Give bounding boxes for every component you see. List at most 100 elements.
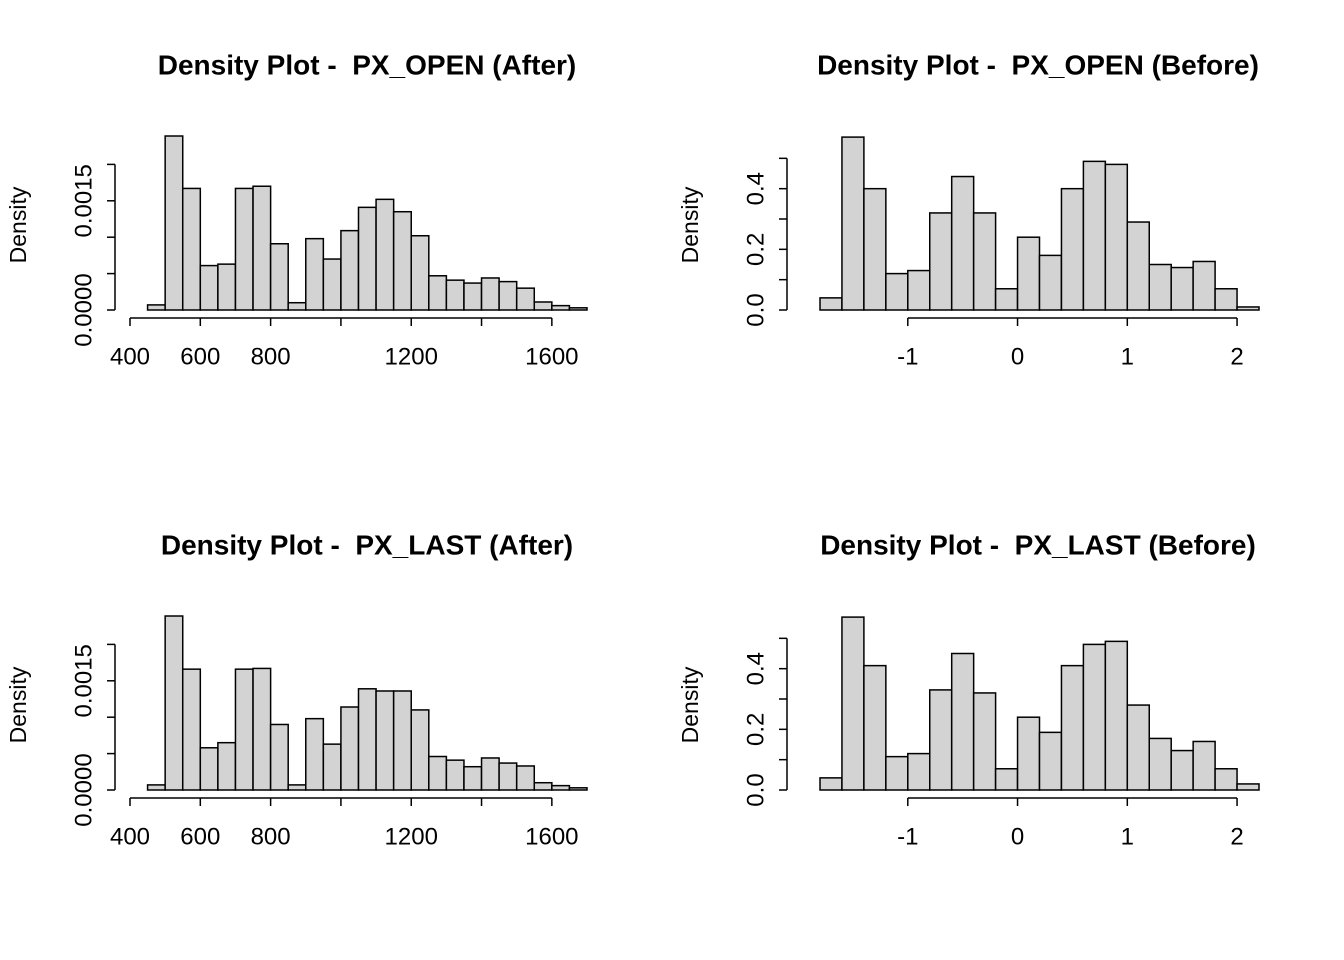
bar	[445, 759, 465, 791]
bar	[1082, 643, 1107, 791]
y-tick-label: 0.0015	[70, 644, 97, 717]
bar	[1016, 236, 1041, 311]
bar	[1170, 266, 1194, 311]
bar	[410, 234, 430, 311]
chart-title: Density Plot - PX_OPEN (After)	[158, 49, 577, 80]
y-axis-label: Density	[677, 666, 703, 743]
x-tick-label: 800	[251, 823, 291, 850]
bar	[841, 136, 865, 311]
bar	[1126, 221, 1151, 311]
bar	[819, 297, 843, 311]
bar	[305, 717, 325, 791]
bar	[234, 187, 254, 311]
bar	[1104, 163, 1129, 311]
bar	[1236, 783, 1260, 791]
bar	[217, 263, 237, 311]
chart-title: Density Plot - PX_LAST (Before)	[820, 529, 1256, 560]
bar	[950, 652, 975, 791]
bar	[287, 301, 307, 311]
bar	[533, 301, 553, 311]
bar	[146, 784, 166, 791]
bar	[994, 768, 1019, 791]
bar	[551, 784, 571, 791]
bar	[252, 667, 272, 791]
x-tick-label: 400	[110, 823, 150, 850]
x-tick-label: -1	[897, 823, 918, 850]
histogram-panel: Density Plot - PX_OPEN (Before) Density -1…	[677, 49, 1260, 370]
bar	[907, 269, 931, 311]
x-tick-label: 1200	[385, 343, 438, 370]
bar	[994, 288, 1019, 311]
bar	[287, 784, 307, 791]
bar	[234, 668, 254, 791]
y-tick-label: 0.0	[742, 293, 769, 326]
bar	[885, 272, 909, 311]
bar	[863, 187, 887, 311]
y-tick-label: 0.0000	[70, 753, 97, 826]
bar	[1236, 306, 1260, 311]
x-tick-label: 800	[251, 343, 291, 370]
x-tick-label: 400	[110, 343, 150, 370]
bar	[269, 723, 289, 791]
bar	[428, 275, 448, 311]
x-tick-label: 2	[1230, 823, 1243, 850]
bar	[1060, 664, 1085, 791]
bar	[480, 277, 500, 311]
bar	[375, 690, 395, 791]
bar	[841, 616, 865, 791]
x-tick-label: 1200	[385, 823, 438, 850]
bar	[252, 185, 272, 311]
bar	[568, 307, 588, 311]
bar	[1038, 254, 1063, 311]
bar	[181, 668, 202, 791]
bar	[428, 755, 448, 791]
y-tick-label: 0.2	[742, 713, 769, 746]
histogram-panel: Density Plot - PX_LAST (After) Density 400…	[5, 529, 588, 850]
bar	[357, 206, 377, 311]
bar	[1192, 740, 1216, 791]
bar	[819, 777, 843, 791]
bar	[199, 264, 219, 311]
x-tick-label: 1600	[525, 343, 578, 370]
x-tick-label: 1600	[525, 823, 578, 850]
y-tick-label: 0.4	[742, 172, 769, 205]
bar	[863, 664, 887, 791]
bar	[533, 781, 553, 791]
bar	[1104, 640, 1129, 791]
bar	[392, 690, 412, 791]
bar	[463, 282, 483, 311]
bar	[181, 187, 202, 311]
bar	[929, 212, 953, 311]
y-axis-label: Density	[677, 186, 703, 263]
bar	[568, 787, 588, 791]
y-tick-label: 0.0000	[70, 273, 97, 346]
bar	[515, 287, 536, 311]
bar	[199, 747, 219, 791]
y-tick-label: 0.4	[742, 652, 769, 685]
bar	[392, 210, 412, 311]
bar	[929, 689, 953, 791]
y-axis-label: Density	[5, 186, 31, 263]
bar	[340, 706, 360, 791]
bar	[445, 279, 465, 311]
bar	[1192, 260, 1216, 311]
bar	[498, 280, 518, 311]
chart-title: Density Plot - PX_LAST (After)	[161, 529, 573, 560]
bar	[164, 135, 184, 311]
bar	[1016, 716, 1041, 791]
x-tick-label: -1	[897, 343, 918, 370]
bar	[1170, 749, 1194, 791]
x-tick-label: 0	[1011, 823, 1024, 850]
bar	[357, 688, 377, 791]
bar	[972, 692, 997, 791]
bar	[322, 258, 342, 311]
bar	[322, 743, 342, 791]
bar	[885, 755, 909, 791]
y-tick-label: 0.2	[742, 233, 769, 266]
x-tick-label: 1	[1121, 823, 1134, 850]
x-tick-label: 600	[180, 823, 220, 850]
chart-title: Density Plot - PX_OPEN (Before)	[817, 49, 1259, 80]
y-tick-label: 0.0	[742, 773, 769, 806]
x-tick-label: 2	[1230, 343, 1243, 370]
